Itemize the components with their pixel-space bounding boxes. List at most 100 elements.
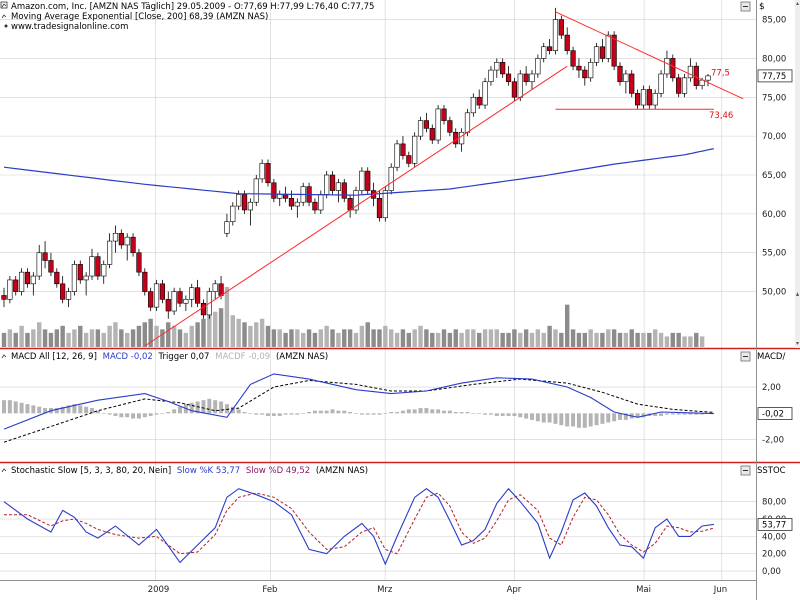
volume-bar xyxy=(324,325,329,347)
candle-body xyxy=(171,291,177,312)
volume-bar xyxy=(295,329,300,347)
macdf-bar xyxy=(594,413,599,426)
macdf-bar xyxy=(512,413,517,416)
candle-body xyxy=(24,271,31,285)
indicator-icon xyxy=(1,14,7,19)
stochastic-title: Stochastic Slow [5, 3, 3, 80, 20, Nein] … xyxy=(11,466,368,476)
volume-bar xyxy=(207,315,212,347)
macdf-bar xyxy=(700,413,705,415)
candle-body xyxy=(564,34,570,51)
macdf-bar xyxy=(524,413,529,419)
volume-bar xyxy=(289,329,294,347)
volume-bar xyxy=(465,329,470,347)
slow-d-value: Slow %D 49,52 xyxy=(246,466,310,476)
candle-body xyxy=(664,58,670,75)
macdf-bar xyxy=(31,405,36,414)
macdf-bar xyxy=(113,413,118,416)
macdf-bar xyxy=(483,413,488,415)
volume-bar xyxy=(19,325,24,347)
candle-body xyxy=(118,232,124,246)
slow-k-line xyxy=(3,487,714,566)
price-tick-label: 70,00 xyxy=(762,132,786,142)
volume-bar xyxy=(430,332,435,347)
macdf-bar xyxy=(283,413,288,415)
volume-bar xyxy=(72,329,77,347)
volume-bar xyxy=(594,332,599,347)
volume-bar xyxy=(576,332,582,347)
macd-value: MACD -0,02 xyxy=(103,352,153,362)
macdf-bar xyxy=(154,413,159,415)
macd-header: MACD All [12, 26, 9] MACD -0,02 Trigger … xyxy=(1,352,328,362)
macdf-bar xyxy=(664,413,669,415)
macdf-bar xyxy=(571,413,576,427)
date-tick-label: Apr xyxy=(507,585,522,595)
scroll-down-icon[interactable] xyxy=(796,342,799,345)
macdf-bar xyxy=(136,413,141,419)
candle-body xyxy=(277,194,283,199)
candle-body xyxy=(142,271,148,292)
candle-body xyxy=(101,264,107,277)
volume-bar xyxy=(641,332,646,347)
macdf-bar xyxy=(295,413,300,415)
candle-body xyxy=(376,198,383,219)
price-tick-label: 55,00 xyxy=(762,249,786,259)
volume-bar xyxy=(160,329,165,347)
candle-body xyxy=(646,89,652,106)
candle-body xyxy=(18,271,25,292)
volume-bar xyxy=(435,332,441,347)
collapse-icon[interactable] xyxy=(0,1,8,9)
macdf-bar xyxy=(60,406,65,414)
vertical-scrollbar[interactable] xyxy=(795,0,800,348)
volume-bar xyxy=(177,329,183,347)
macdf-bar xyxy=(535,413,540,422)
volume-bar xyxy=(336,332,341,347)
volume-bar xyxy=(477,332,482,347)
volume-bar xyxy=(694,332,699,347)
candle-body xyxy=(652,93,658,106)
trendlines: 77,5 73,46 xyxy=(144,11,744,347)
macdf-bar xyxy=(442,410,446,414)
macdf-bar xyxy=(219,401,224,414)
macdf-bar xyxy=(148,413,153,416)
macdf-bar xyxy=(330,409,335,414)
macdf-bar xyxy=(518,413,523,418)
volume-bar xyxy=(406,332,411,347)
resistance-line xyxy=(555,11,744,100)
volume-bar xyxy=(418,325,423,347)
macdf-bar xyxy=(659,413,664,416)
candle-body xyxy=(312,201,318,211)
price-tick-label: 75,00 xyxy=(762,93,786,103)
volume-bar xyxy=(523,329,529,347)
volume-bar xyxy=(25,332,30,347)
candle-body xyxy=(359,170,365,191)
volume-bar xyxy=(259,318,265,347)
macdf-bar xyxy=(125,413,130,418)
candle-body xyxy=(658,73,664,94)
volume-bar xyxy=(306,329,312,347)
volume-bar xyxy=(347,329,353,347)
macdf-bar xyxy=(477,413,482,414)
volume-bar xyxy=(588,329,593,347)
volume-bar xyxy=(412,329,417,347)
time-scroll-area[interactable] xyxy=(110,586,640,598)
candle-body xyxy=(470,96,476,114)
candle-body xyxy=(505,73,512,83)
macd-value-label: -0,02 xyxy=(762,410,784,420)
candle-body xyxy=(7,279,13,300)
trigger-line xyxy=(3,378,714,443)
window-control[interactable] xyxy=(740,465,751,476)
candle-body xyxy=(42,252,48,261)
scroll-up-icon[interactable] xyxy=(796,2,799,5)
macdf-bar xyxy=(400,410,405,414)
volume-bar xyxy=(166,322,171,347)
volume-bar xyxy=(518,332,523,347)
window-control[interactable] xyxy=(740,1,751,12)
window-control[interactable] xyxy=(740,351,751,362)
volume-bar xyxy=(171,325,177,347)
macd-series xyxy=(2,373,714,443)
candle-body xyxy=(183,299,189,304)
volume-bar xyxy=(142,322,147,347)
candle-body xyxy=(54,271,60,285)
macdf-bar xyxy=(260,413,265,415)
volume-bar xyxy=(541,332,546,347)
